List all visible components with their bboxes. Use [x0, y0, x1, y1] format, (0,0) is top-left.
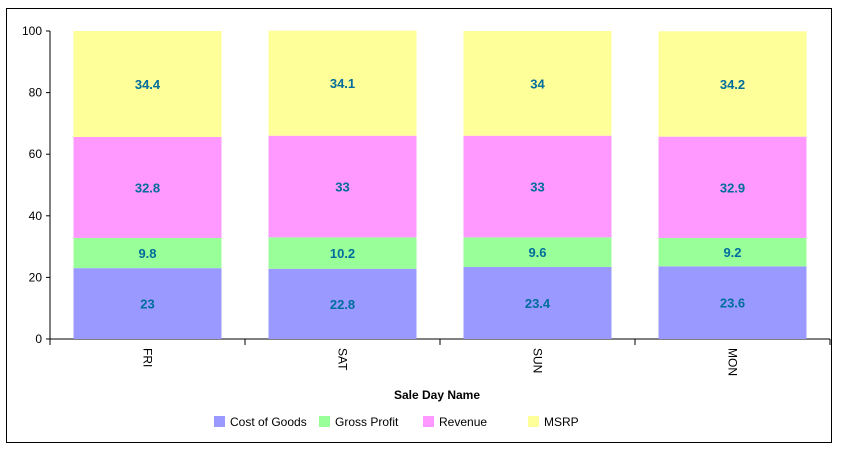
data-label: 33 [530, 180, 544, 195]
legend-swatch [214, 416, 225, 427]
legend-swatch [319, 416, 330, 427]
y-tick-label: 40 [29, 209, 43, 223]
data-label: 34.2 [720, 77, 745, 92]
bar-segment [73, 31, 222, 137]
bar-segment [658, 237, 807, 267]
data-label: 34.1 [330, 76, 355, 91]
bar-segment [268, 268, 417, 339]
data-label: 9.8 [138, 246, 156, 261]
data-label: 33 [335, 180, 349, 195]
bar-segment [463, 237, 612, 267]
y-tick-label: 100 [22, 24, 42, 38]
bar-segment [73, 268, 222, 339]
bar-segment [658, 31, 807, 137]
bar-segment [463, 31, 612, 136]
legend-label: Gross Profit [335, 415, 399, 429]
data-label: 32.9 [720, 180, 745, 195]
legend-label: MSRP [544, 415, 579, 429]
legend-label: Revenue [439, 415, 487, 429]
bar-segment [268, 237, 417, 269]
plot-area: 0 20 40 60 80 100 23 9.8 32.8 34.4 FRI 22.8 10.2 33 34… [22, 24, 831, 376]
bar-segment [268, 30, 417, 136]
y-tick-label: 60 [29, 147, 43, 161]
legend: Cost of Goods Gross Profit Revenue MSRP [214, 415, 579, 429]
data-label: 10.2 [330, 246, 355, 261]
bar-segment [73, 237, 222, 269]
data-label: 9.6 [528, 245, 546, 260]
legend-swatch [528, 416, 539, 427]
data-label: 23 [140, 297, 154, 312]
data-label: 32.8 [135, 180, 160, 195]
data-label: 22.8 [330, 297, 355, 312]
data-label: 9.2 [723, 245, 741, 260]
x-tick-label: SUN [531, 348, 545, 373]
data-label: 23.4 [525, 296, 551, 311]
legend-label: Cost of Goods [230, 415, 307, 429]
legend-swatch [423, 416, 434, 427]
bar-segment [658, 136, 807, 238]
x-tick-label: SAT [336, 348, 350, 371]
bar-segment [463, 266, 612, 339]
bar-segment [268, 135, 417, 238]
bar-segment [658, 266, 807, 339]
data-label: 34.4 [135, 77, 161, 92]
y-tick-label: 80 [29, 86, 43, 100]
x-tick-label: MON [726, 348, 740, 376]
x-tick-label: FRI [141, 348, 155, 367]
bar-segment [73, 136, 222, 238]
data-label: 23.6 [720, 296, 745, 311]
data-label: 34 [530, 76, 545, 91]
x-axis-label: Sale Day Name [394, 388, 480, 402]
bar-segment [463, 135, 612, 238]
y-tick-label: 0 [35, 332, 42, 346]
y-tick-label: 20 [29, 270, 43, 284]
